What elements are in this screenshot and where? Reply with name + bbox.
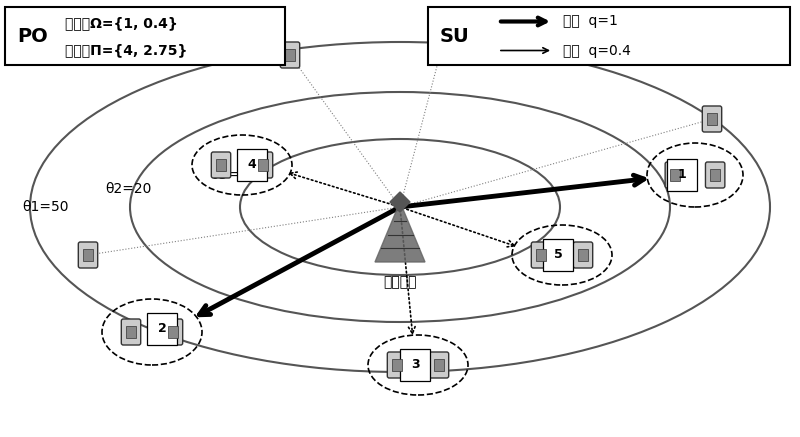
Bar [126, 326, 136, 338]
Text: θ3=10: θ3=10 [210, 168, 257, 182]
Bar [434, 359, 444, 371]
Bar [710, 169, 720, 181]
Bar [578, 249, 588, 261]
Text: 价格：Π={4, 2.75}: 价格：Π={4, 2.75} [65, 43, 187, 57]
Bar [168, 326, 178, 338]
Bar [285, 49, 295, 61]
FancyBboxPatch shape [163, 319, 182, 345]
Bar [400, 349, 430, 381]
Bar [5, 7, 285, 65]
Bar [536, 249, 546, 261]
Text: 选择  q=0.4: 选择 q=0.4 [563, 44, 631, 58]
Text: θ1=50: θ1=50 [22, 200, 69, 214]
FancyBboxPatch shape [702, 106, 722, 132]
Text: 4: 4 [248, 159, 256, 171]
FancyBboxPatch shape [574, 242, 593, 268]
Bar [437, 41, 447, 53]
FancyBboxPatch shape [430, 352, 449, 378]
FancyBboxPatch shape [432, 34, 452, 60]
Text: 选择  q=1: 选择 q=1 [563, 14, 618, 28]
Bar [670, 169, 680, 181]
Text: θ2=20: θ2=20 [105, 182, 151, 196]
Text: 质量：Ω={1, 0.4}: 质量：Ω={1, 0.4} [65, 16, 178, 30]
FancyBboxPatch shape [706, 162, 725, 188]
Bar [237, 149, 267, 181]
FancyBboxPatch shape [531, 242, 550, 268]
Bar [147, 313, 177, 345]
Bar [83, 249, 93, 261]
Text: 1: 1 [678, 169, 686, 181]
Bar [258, 159, 268, 171]
Text: 5: 5 [554, 249, 562, 261]
FancyBboxPatch shape [665, 162, 685, 188]
Bar [667, 159, 697, 191]
FancyBboxPatch shape [122, 319, 141, 345]
Bar [543, 239, 573, 271]
Text: SU: SU [440, 27, 470, 45]
Bar [428, 7, 790, 65]
FancyBboxPatch shape [254, 152, 273, 178]
Text: 2: 2 [158, 323, 166, 336]
Polygon shape [375, 202, 425, 262]
Bar [392, 359, 402, 371]
Bar [216, 159, 226, 171]
FancyBboxPatch shape [211, 152, 230, 178]
FancyBboxPatch shape [280, 42, 300, 68]
Bar [707, 113, 717, 125]
Text: 3: 3 [410, 358, 419, 371]
Text: PO: PO [17, 27, 48, 45]
Text: 授权系统: 授权系统 [383, 275, 417, 289]
FancyBboxPatch shape [78, 242, 98, 268]
FancyBboxPatch shape [387, 352, 406, 378]
Polygon shape [390, 192, 410, 212]
